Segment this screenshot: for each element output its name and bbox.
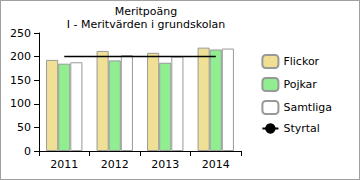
svg-text:Samtliga: Samtliga xyxy=(283,101,332,114)
svg-text:Meritpoäng: Meritpoäng xyxy=(115,5,178,18)
svg-text:2011: 2011 xyxy=(50,158,78,171)
svg-text:2013: 2013 xyxy=(151,158,179,171)
svg-text:250: 250 xyxy=(10,27,31,40)
svg-text:Flickor: Flickor xyxy=(283,55,319,68)
svg-text:Styrtal: Styrtal xyxy=(283,122,319,135)
svg-text:0: 0 xyxy=(24,145,31,158)
svg-text:100: 100 xyxy=(10,97,31,110)
svg-text:I - Meritvärden i grundskolan: I - Meritvärden i grundskolan xyxy=(67,18,225,31)
svg-text:200: 200 xyxy=(10,50,31,63)
svg-text:2014: 2014 xyxy=(202,158,230,171)
svg-text:50: 50 xyxy=(17,121,31,134)
svg-text:2012: 2012 xyxy=(101,158,129,171)
svg-text:Pojkar: Pojkar xyxy=(283,78,317,91)
svg-text:150: 150 xyxy=(10,74,31,87)
